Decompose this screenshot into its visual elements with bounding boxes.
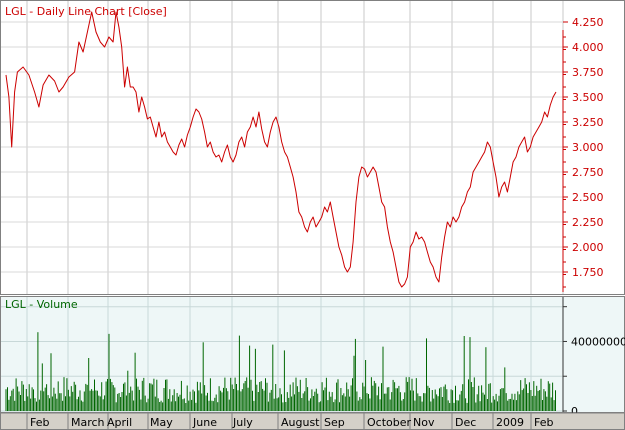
x-axis-label: July [232,416,253,429]
volume-bars [5,332,556,411]
x-axis-label: March [71,416,105,429]
volume-axis-ticks: 0 40000000 [562,297,625,418]
x-axis-label: Sep [324,416,345,429]
price-tick-label: 3.500 [572,91,604,104]
price-horizontal-gridlines [1,21,563,273]
x-axis-label: April [107,416,132,429]
x-axis-labels: Feb March April May June July August Sep October… [26,413,553,429]
price-chart-title: LGL - Daily Line Chart [Close] [5,5,167,18]
x-axis-label: Dec [455,416,476,429]
x-axis-label: August [281,416,320,429]
x-axis-label: October [367,416,411,429]
x-axis-label: Feb [30,416,49,429]
x-axis-label: June [192,416,217,429]
volume-tick-label: 0 [571,405,578,418]
price-tick-label: 2.250 [572,216,604,229]
price-tick-label: 4.250 [572,16,604,29]
x-axis-label: Nov [413,416,435,429]
price-tick-label: 3.250 [572,116,604,129]
x-axis-label: 2009 [496,416,524,429]
close-price-line [5,11,557,288]
price-tick-label: 2.500 [572,191,604,204]
volume-tick-label: 40000000 [571,335,625,348]
price-tick-label: 4.000 [572,41,604,54]
price-tick-label: 2.000 [572,241,604,254]
x-axis-label: Feb [534,416,553,429]
volume-chart-title: LGL - Volume [5,298,78,311]
x-axis-label: May [150,416,173,429]
price-tick-label: 2.750 [572,166,604,179]
price-tick-label: 3.750 [572,66,604,79]
price-tick-label: 3.000 [572,141,604,154]
price-axis-ticks: 1.750 2.000 2.250 2.500 2.750 3.000 3.250 3.500… [563,16,604,288]
price-tick-label: 1.750 [572,266,604,279]
